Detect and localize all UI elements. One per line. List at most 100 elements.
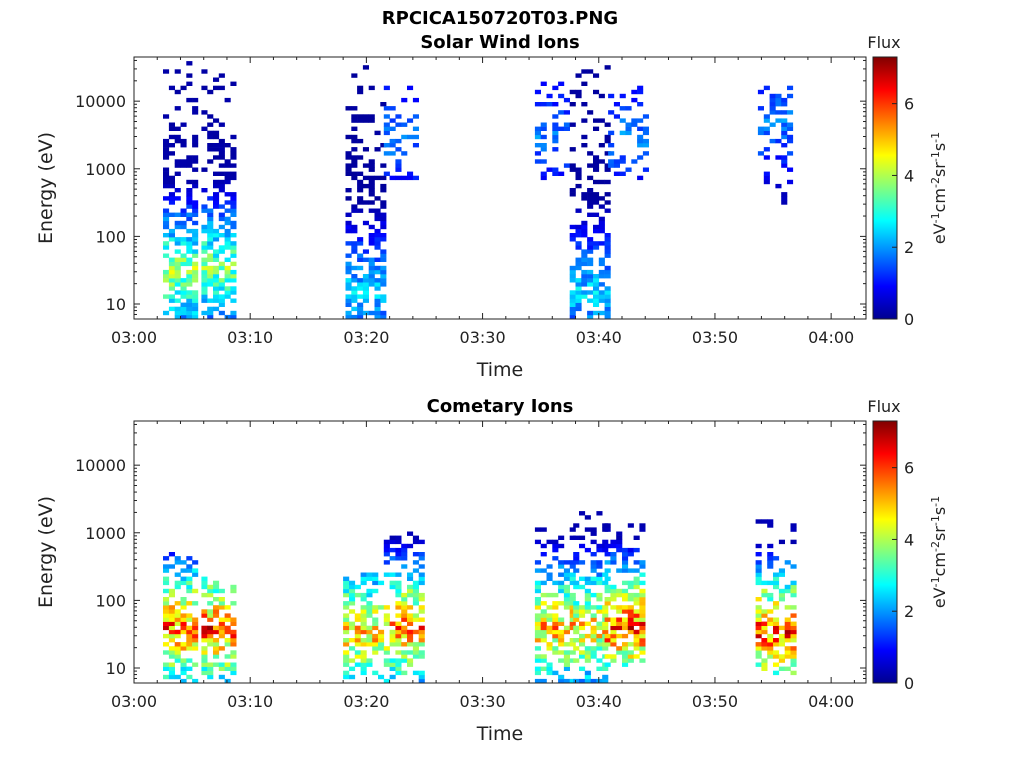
heatmap-cell [174,306,181,312]
heatmap-cell [174,314,181,319]
heatmap-cell [575,175,582,181]
heatmap-cell [368,118,375,123]
heatmap-cell [596,666,603,671]
heatmap-cell [168,228,175,234]
heatmap-cell [380,257,387,262]
heatmap-cell [163,597,170,602]
heatmap-cell [357,237,364,242]
heatmap-cell [584,515,591,520]
heatmap-cell [790,629,797,635]
heatmap-cell [418,678,425,683]
heatmap-cell [192,134,199,140]
heatmap-cell [380,220,387,226]
heatmap-cell [418,597,425,602]
heatmap-cell [174,249,181,254]
heatmap-cell [552,122,559,127]
heatmap-cell [168,269,175,275]
heatmap-cell [207,114,214,119]
heatmap-cell [345,314,352,319]
heatmap-cell [569,274,576,279]
heatmap-cell [575,261,582,267]
heatmap-cell [218,286,225,291]
heatmap-cell [383,650,390,655]
heatmap-cell [622,547,629,553]
heatmap-cell [192,143,199,148]
heatmap-cell [552,114,559,119]
heatmap-cell [354,584,361,590]
heatmap-cell [395,547,402,553]
heatmap-cell [581,102,588,107]
heatmap-cell [407,642,414,647]
heatmap-cell [357,155,364,160]
heatmap-cell [343,584,350,590]
heatmap-cell [575,245,582,250]
heatmap-cell [587,200,594,205]
heatmap-cell [192,220,199,226]
heatmap-cell [775,183,782,189]
heatmap-cell [218,179,225,185]
heatmap-cell [552,138,559,144]
heatmap-cell [584,601,591,606]
heatmap-cell [349,592,356,598]
heatmap-cell [186,646,193,651]
heatmap-cell [374,269,381,275]
heatmap-cell [218,155,225,160]
heatmap-cell [563,597,570,602]
heatmap-cell [192,662,199,667]
heatmap-cell [581,294,588,299]
heatmap-cell [174,126,181,131]
heatmap-cell [186,216,193,222]
heatmap-cell [401,547,408,553]
heatmap-cell [201,290,208,295]
heatmap-cell [575,241,582,246]
heatmap-cell [558,580,565,586]
heatmap-cell [360,576,367,581]
heatmap-cell [180,678,187,683]
heatmap-cell [534,638,541,643]
heatmap-cell [366,572,373,577]
heatmap-cell [201,286,208,291]
heatmap-cell [781,102,788,107]
heatmap-cell [613,163,620,168]
heatmap-cell [590,605,597,610]
heatmap-cell [412,134,419,140]
heatmap-cell [354,642,361,647]
heatmap-cell [622,662,629,667]
heatmap-cell [168,233,175,238]
x-tick-label: 03:30 [460,328,506,347]
heatmap-cell [790,650,797,655]
heatmap-cell [180,605,187,610]
heatmap-cell [201,625,208,631]
heatmap-cell [186,564,193,569]
heatmap-cell [573,584,580,590]
heatmap-cell [362,282,369,287]
heatmap-cell [230,208,237,213]
heatmap-cell [230,163,237,168]
heatmap-cell [230,617,237,622]
heatmap-cell [218,597,225,602]
heatmap-cell [584,580,591,586]
heatmap-cell [552,638,559,643]
heatmap-cell [351,118,358,123]
heatmap-cell [633,654,640,659]
heatmap-cell [552,556,559,561]
heatmap-cell [207,245,214,250]
heatmap-cell [168,274,175,279]
heatmap-cell [192,249,199,254]
heatmap-cell [552,126,559,131]
x-tick-label: 03:40 [576,692,622,711]
heatmap-cell [351,106,358,111]
heatmap-cell [569,147,576,152]
heatmap-cell [622,556,629,561]
heatmap-cell [534,601,541,606]
heatmap-cell [581,249,588,254]
heatmap-cell [163,167,170,172]
heatmap-cell [412,654,419,659]
heatmap-cell [186,192,193,197]
heatmap-cell [573,535,580,540]
heatmap-cell [773,670,780,676]
heatmap-cell [579,560,586,565]
heatmap-cell [604,560,611,565]
heatmap-cell [201,269,208,275]
heatmap-cell [604,310,611,316]
